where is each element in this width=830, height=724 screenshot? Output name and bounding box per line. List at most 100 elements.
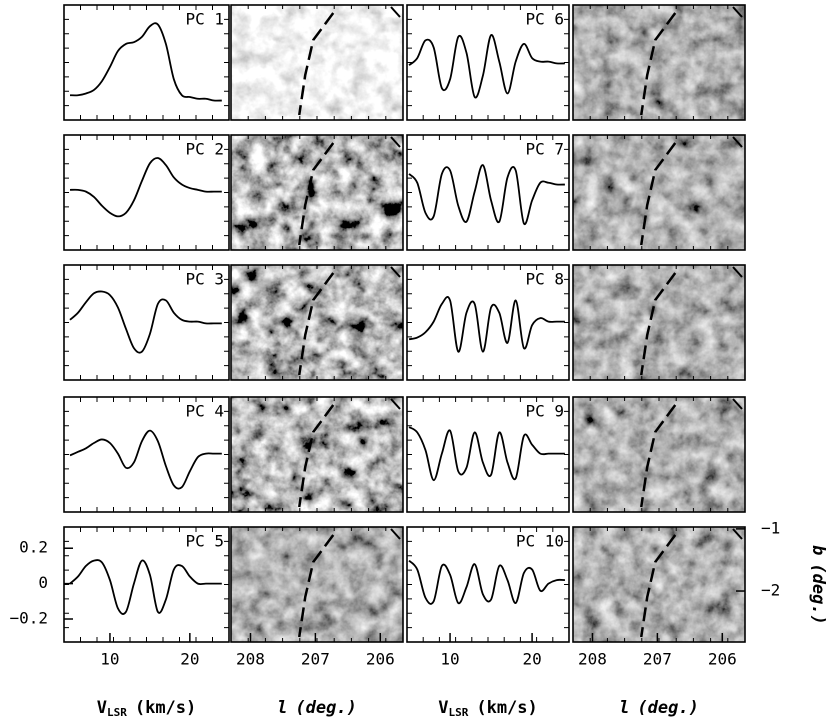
panel-frame [572,264,746,381]
y-tick-label: 0.2 [19,538,48,557]
panel-frame [230,134,404,251]
map-image [573,527,745,642]
panel-title: PC 3 [185,270,224,289]
panel-frame [406,264,570,381]
axis-symbol: l [277,698,287,718]
pc-curve [69,429,222,490]
map-image [231,265,403,380]
panel-frame [230,264,404,381]
panel-title: PC 2 [185,140,224,159]
map-image [231,397,403,512]
pc-curve [408,34,565,99]
map-image [231,5,403,120]
panel-frame [572,4,746,121]
map-feature [640,142,677,246]
panel-frame [406,4,570,121]
y-tick-label: 0 [38,573,48,592]
map-feature [298,404,335,508]
panel-frame [406,134,570,251]
panel-frame [63,4,230,121]
axis-subscript: LSR [448,706,468,719]
pc-curve [69,559,222,615]
panel-frame [406,396,570,513]
x-tick-label: 207 [643,650,672,669]
map-feature [640,272,677,376]
panel-title: PC 7 [525,140,564,159]
map-feature [732,266,743,278]
axis-symbol: V [438,698,448,718]
x-tick-label: 206 [366,650,395,669]
panel-title: PC 9 [525,402,564,421]
map-image [231,527,403,642]
panel-frame [230,396,404,513]
pc-curve [408,559,565,605]
panel-title: PC 8 [525,270,564,289]
x-tick-label: 10 [100,650,119,669]
map-feature [732,136,743,148]
x-tick-label: 20 [180,650,199,669]
panel-title: PC 10 [516,532,564,551]
map-feature [732,6,743,18]
map-feature [298,142,335,246]
map-image [231,135,403,250]
x-tick-label: 10 [440,650,459,669]
map-feature [298,12,335,116]
panel-frame [63,264,230,381]
y-axis-label: b (deg.) [808,545,828,625]
map-image [573,135,745,250]
x-axis-label: l (deg.) [619,698,699,718]
map-feature [640,534,677,638]
map-feature [390,6,401,18]
panel-frame [63,526,230,643]
pc-curve [408,164,565,226]
pc-curve [408,296,565,353]
map-feature [640,404,677,508]
x-axis-label: VLSR (km/s) [97,698,197,719]
pc-curve [69,157,222,218]
axis-symbol: b [808,545,828,555]
x-tick-label: 208 [578,650,607,669]
pc-curve [408,426,565,482]
map-feature [732,398,743,410]
map-image [573,265,745,380]
map-feature [390,398,401,410]
map-feature [640,12,677,116]
panel-frame [406,526,570,643]
y-tick-label: −0.2 [9,609,48,628]
panel-frame [63,134,230,251]
x-tick-label: 207 [301,650,330,669]
x-tick-label: 208 [236,650,265,669]
axis-symbol: V [97,698,107,718]
map-feature [390,266,401,278]
x-axis-label: l (deg.) [277,698,357,718]
axis-unit: (deg.) [808,563,828,624]
panel-frame [572,526,746,643]
y-tick-label: −2 [761,581,780,600]
x-axis-label: VLSR (km/s) [438,698,538,719]
y-tick-label: −1 [761,518,780,537]
map-feature [390,136,401,148]
axis-symbol: l [619,698,629,718]
map-feature [298,534,335,638]
panel-title: PC 1 [185,10,224,29]
map-image [573,397,745,512]
axis-unit: (deg.) [637,698,698,718]
panel-frame [230,526,404,643]
pc-curve [69,22,222,102]
panel-frame [572,396,746,513]
pc-curve [69,290,222,354]
panel-frame [63,396,230,513]
map-feature [732,528,743,540]
x-tick-label: 206 [708,650,737,669]
axis-unit: (km/s) [476,698,537,718]
map-feature [390,528,401,540]
panel-title: PC 6 [525,10,564,29]
panel-title: PC 5 [185,532,224,551]
panel-frame [230,4,404,121]
x-tick-label: 20 [522,650,541,669]
axis-subscript: LSR [107,706,127,719]
panel-frame [572,134,746,251]
map-image [573,5,745,120]
axis-unit: (deg.) [295,698,356,718]
